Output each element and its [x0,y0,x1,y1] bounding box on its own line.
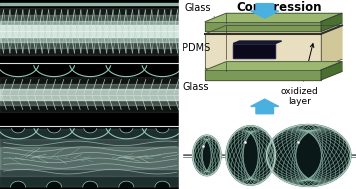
Polygon shape [84,128,97,133]
Polygon shape [120,128,133,133]
Polygon shape [156,128,169,133]
Polygon shape [205,70,321,80]
Polygon shape [155,181,170,187]
Polygon shape [48,128,61,133]
FancyArrow shape [251,4,279,18]
Text: Glass: Glass [184,3,226,24]
Text: oxidized
layer: oxidized layer [281,44,319,106]
Polygon shape [205,34,321,68]
Bar [233,43,275,58]
Polygon shape [83,181,98,187]
Polygon shape [11,181,26,187]
FancyArrow shape [251,99,279,114]
Polygon shape [193,135,221,176]
Text: Glass: Glass [182,77,216,91]
Polygon shape [205,25,342,34]
Polygon shape [321,62,342,80]
Polygon shape [119,181,134,187]
Polygon shape [321,13,342,31]
Text: Compression: Compression [236,1,321,14]
Text: PDMS: PDMS [182,43,210,53]
Polygon shape [47,181,62,187]
Polygon shape [233,41,282,43]
Polygon shape [205,13,342,22]
Polygon shape [11,128,25,133]
Polygon shape [321,25,342,68]
Polygon shape [267,125,351,186]
Polygon shape [205,62,342,70]
Polygon shape [226,126,275,185]
Polygon shape [205,22,321,31]
